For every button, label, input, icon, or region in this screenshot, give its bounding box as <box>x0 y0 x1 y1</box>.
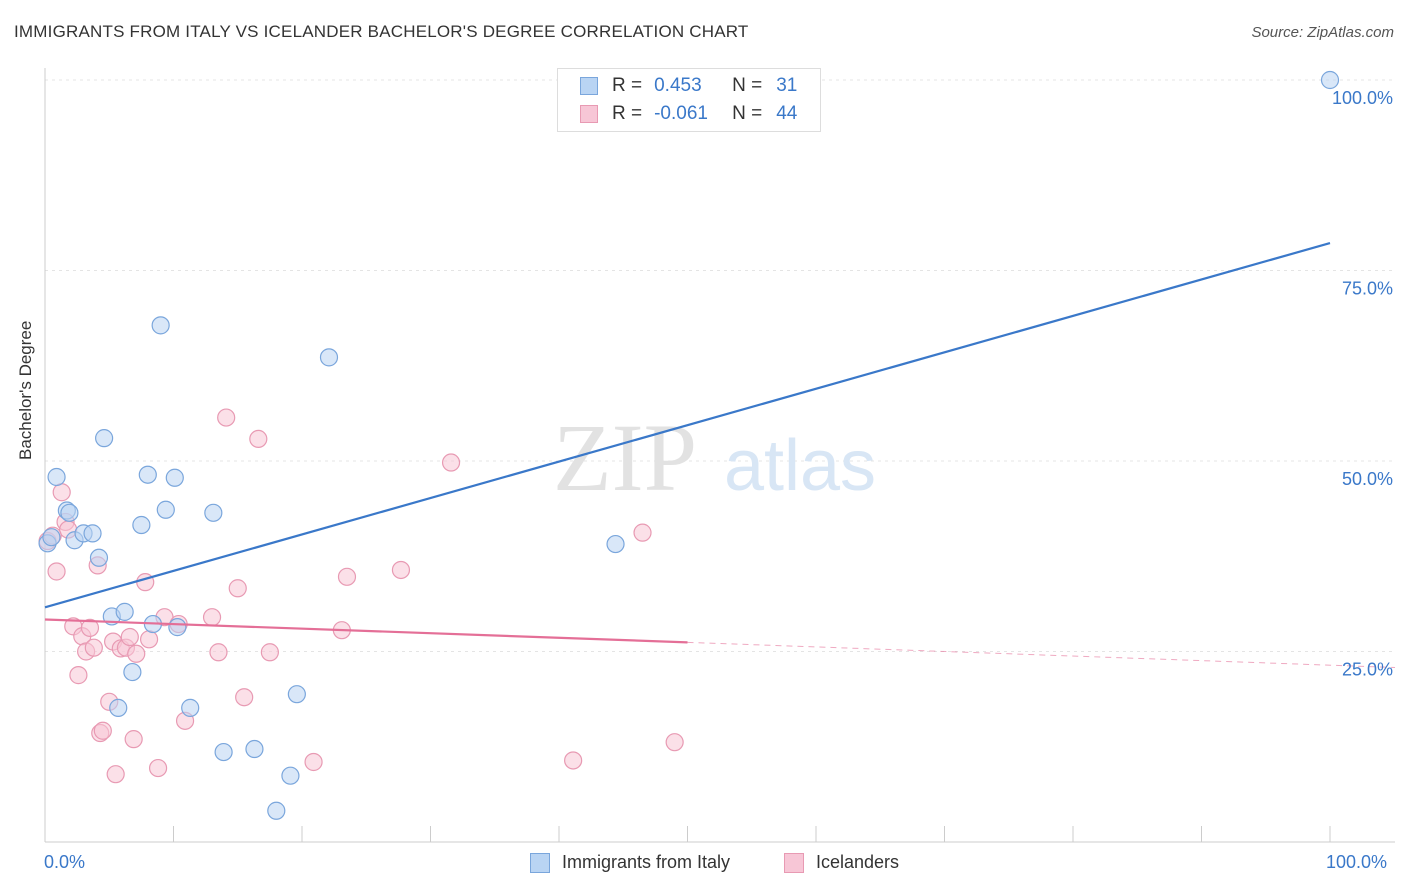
data-point <box>106 765 125 784</box>
data-point <box>228 579 247 598</box>
r-value: -0.061 <box>654 103 708 124</box>
data-point <box>132 515 151 535</box>
trend-lines <box>44 242 1396 669</box>
data-point <box>52 483 71 502</box>
legend-label-icelanders: Icelanders <box>816 852 900 872</box>
data-point <box>115 602 134 621</box>
x-tick-label-min: 0.0% <box>44 852 86 872</box>
data-point <box>47 562 66 581</box>
italy-points <box>38 70 1340 820</box>
source-note: Source: ZipAtlas.com <box>1251 24 1394 41</box>
axes <box>44 68 1395 843</box>
r-label: R = <box>612 75 643 96</box>
data-point <box>202 608 222 627</box>
data-point <box>391 560 411 580</box>
trend-line-icelanders <box>44 618 688 644</box>
data-point <box>139 630 159 649</box>
italy-swatch <box>580 77 598 95</box>
trend-line-icelanders-extension <box>687 641 1396 669</box>
legend-label-italy: Immigrants from Italy <box>562 852 731 872</box>
data-point <box>1320 70 1340 90</box>
y-tick-label: 25.0% <box>1342 660 1393 680</box>
data-point <box>124 730 143 749</box>
data-point <box>665 733 684 752</box>
n-label: N = <box>732 75 763 96</box>
data-point <box>89 548 109 567</box>
data-point <box>84 638 103 657</box>
data-point <box>249 429 268 449</box>
legend-item-icelanders: Icelanders <box>784 852 899 873</box>
chart-title: IMMIGRANTS FROM ITALY VS ICELANDER BACHE… <box>14 22 749 41</box>
data-point <box>83 524 102 543</box>
iceland-swatch <box>580 105 598 123</box>
gridlines <box>45 79 1395 652</box>
data-point <box>606 534 625 554</box>
data-point <box>42 528 61 547</box>
data-point <box>245 739 264 759</box>
data-point <box>80 618 100 637</box>
x-tick-label-max: 100.0% <box>1326 852 1388 872</box>
y-tick-label: 100.0% <box>1332 88 1393 108</box>
iceland-swatch <box>784 852 804 873</box>
y-tick-label: 50.0% <box>1342 469 1393 489</box>
legend-row-icelanders: R = -0.061 N = 44 <box>580 101 797 127</box>
data-point <box>267 801 286 820</box>
data-point <box>60 503 79 522</box>
data-point <box>204 503 223 522</box>
data-point <box>260 643 279 662</box>
italy-swatch <box>530 852 550 873</box>
n-value: 44 <box>776 103 798 124</box>
data-point <box>151 316 170 335</box>
series-legend: Immigrants from Italy Icelanders <box>0 852 1406 878</box>
data-point <box>69 666 88 685</box>
data-point <box>304 752 323 772</box>
data-point <box>319 348 339 367</box>
y-tick-label: 75.0% <box>1342 279 1393 299</box>
data-point <box>156 500 175 519</box>
watermark-atlas: atlas <box>724 426 876 506</box>
data-point <box>165 468 184 487</box>
data-point <box>214 742 233 762</box>
legend-item-italy: Immigrants from Italy <box>530 852 730 873</box>
data-point <box>633 523 652 542</box>
data-point <box>217 408 236 427</box>
n-label: N = <box>732 103 763 124</box>
data-point <box>441 453 461 472</box>
data-point <box>93 721 112 740</box>
data-point <box>120 627 139 647</box>
data-point <box>109 698 128 717</box>
data-point <box>564 751 583 770</box>
y-tick-labels: 25.0% 50.0% 75.0% 100.0% <box>1332 88 1393 680</box>
r-label: R = <box>612 103 643 124</box>
r-value: 0.453 <box>654 75 702 96</box>
data-point <box>148 758 168 778</box>
data-point <box>181 698 200 717</box>
legend-row-italy: R = 0.453 N = 31 <box>580 73 797 99</box>
data-point <box>281 766 300 785</box>
data-point <box>127 644 146 663</box>
correlation-legend: R = 0.453 N = 31 R = -0.061 N = 44 <box>557 68 821 132</box>
trend-line-italy <box>44 242 1331 609</box>
data-point <box>209 643 228 662</box>
data-point <box>287 685 306 704</box>
data-point <box>138 465 157 484</box>
data-point <box>47 467 66 487</box>
data-point <box>235 688 254 707</box>
data-point <box>95 429 114 448</box>
data-point <box>168 618 187 637</box>
data-point <box>337 567 357 586</box>
n-value: 31 <box>776 75 798 96</box>
y-axis-label: Bachelor's Degree <box>16 320 35 460</box>
data-point <box>123 662 142 682</box>
